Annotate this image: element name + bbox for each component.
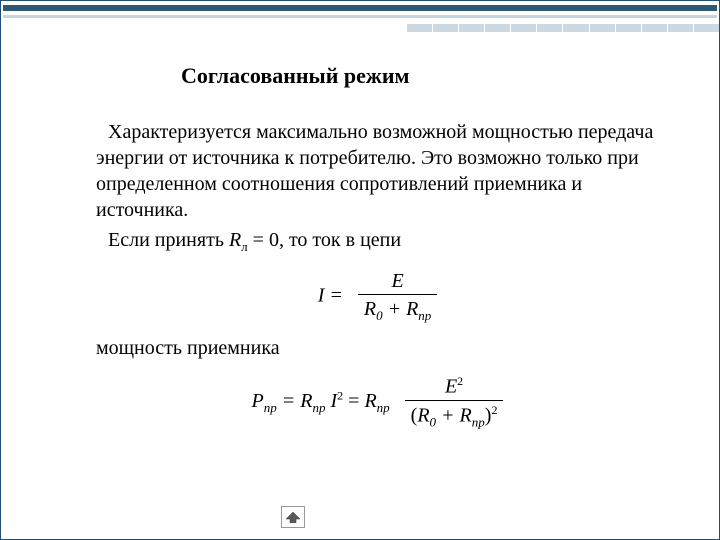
superscript: 2 <box>457 374 463 388</box>
nav-up-button[interactable] <box>281 506 305 528</box>
superscript: 2 <box>337 389 343 403</box>
slide-frame: Согласованный режим Характеризуется макс… <box>0 0 720 540</box>
comb-cell <box>484 24 510 32</box>
comb-cell <box>693 24 719 32</box>
fraction: E2 (R0 + Rnp)2 <box>405 375 504 430</box>
numerator: E <box>358 270 437 295</box>
comb-cell <box>510 24 536 32</box>
comb-cell <box>407 24 432 32</box>
comb-cell <box>589 24 615 32</box>
comb-cell <box>562 24 588 32</box>
subscript: np <box>312 401 325 416</box>
comb-cell <box>615 24 641 32</box>
equals: = <box>282 391 301 413</box>
header-stripe-light <box>3 15 717 18</box>
var: R <box>460 405 472 427</box>
var-P: P <box>252 391 264 413</box>
superscript: 2 <box>491 403 497 417</box>
comb-cell <box>458 24 484 32</box>
plus: + <box>436 405 460 427</box>
header-comb <box>407 19 719 37</box>
var-R: R <box>229 229 241 251</box>
subscript: np <box>264 401 277 416</box>
subscript: np <box>472 415 485 430</box>
arrow-up-icon <box>286 512 300 523</box>
comb-cell <box>667 24 693 32</box>
plus: + <box>383 298 407 320</box>
text: = 0, то ток в цепи <box>248 229 401 251</box>
comb-cell <box>536 24 562 32</box>
comb-cell <box>641 24 667 32</box>
numerator: E2 <box>405 375 504 401</box>
var-E: E <box>445 376 457 398</box>
var: R <box>417 405 429 427</box>
equation-power: Pnp = Rnp I2 = Rnp E2 (R0 + Rnp)2 <box>96 375 659 430</box>
var: R <box>406 298 418 320</box>
denominator: R0 + Rnp <box>358 295 437 324</box>
subscript: np <box>418 308 431 323</box>
fraction: E R0 + Rnp <box>358 270 437 324</box>
header-decoration <box>1 1 719 33</box>
text: Если принять <box>108 229 229 251</box>
eq-lhs: I = <box>318 284 343 306</box>
comb-cell <box>432 24 458 32</box>
paragraph-2: Если принять Rл = 0, то ток в цепи <box>96 227 659 256</box>
paragraph-1: Характеризуется максимально возможной мо… <box>96 119 659 223</box>
paragraph-3: мощность приемника <box>96 335 659 361</box>
slide-title: Согласованный режим <box>181 63 410 89</box>
denominator: (R0 + Rnp)2 <box>405 401 504 430</box>
subscript: np <box>377 401 390 416</box>
var-R: R <box>364 391 376 413</box>
var: R <box>364 298 376 320</box>
header-stripe-dark <box>3 5 717 11</box>
slide-body: Характеризуется максимально возможной мо… <box>96 119 659 442</box>
equals: = <box>348 391 364 413</box>
var-R: R <box>300 391 312 413</box>
equation-current: I = E R0 + Rnp <box>96 270 659 324</box>
